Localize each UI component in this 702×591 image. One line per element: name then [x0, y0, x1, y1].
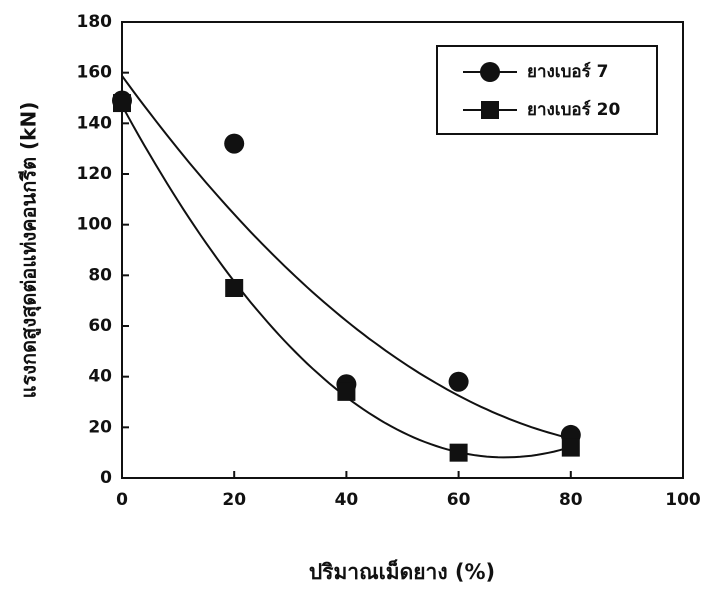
x-axis-label: ปริมาณเม็ดยาง (%)	[309, 558, 495, 584]
chart: ปริมาณเม็ดยาง (%) แรงกดสูงสุดต่อแท่งคอนก…	[0, 0, 702, 591]
y-tick-label: 80	[88, 265, 112, 285]
x-tick-label: 40	[335, 490, 359, 510]
y-tick-label: 160	[77, 63, 113, 83]
y-tick-label: 180	[77, 12, 113, 32]
x-tick-label: 100	[665, 490, 701, 510]
legend-marker	[481, 101, 499, 119]
legend-label: ยางเบอร์ 20	[527, 99, 620, 120]
y-tick-label: 140	[77, 113, 113, 133]
y-tick-label: 120	[77, 164, 113, 184]
data-point	[449, 372, 469, 392]
y-tick-label: 60	[88, 316, 112, 336]
x-tick-label: 20	[222, 490, 246, 510]
x-tick-label: 60	[447, 490, 471, 510]
legend-label: ยางเบอร์ 7	[527, 61, 609, 82]
data-point	[224, 134, 244, 154]
data-point	[337, 383, 355, 401]
data-point	[113, 94, 131, 112]
data-point	[450, 444, 468, 462]
legend-marker	[480, 62, 500, 82]
trend-line	[122, 106, 571, 458]
x-tick-label: 80	[559, 490, 583, 510]
y-tick-label: 40	[88, 367, 112, 387]
data-point	[562, 439, 580, 457]
data-point	[225, 279, 243, 297]
x-tick-label: 0	[116, 490, 128, 510]
y-tick-label: 0	[100, 468, 112, 488]
y-tick-label: 100	[77, 215, 113, 235]
y-axis-label: แรงกดสูงสุดต่อแท่งคอนกรีต (kN)	[17, 102, 43, 399]
y-tick-label: 20	[88, 417, 112, 437]
legend-box	[437, 46, 657, 134]
